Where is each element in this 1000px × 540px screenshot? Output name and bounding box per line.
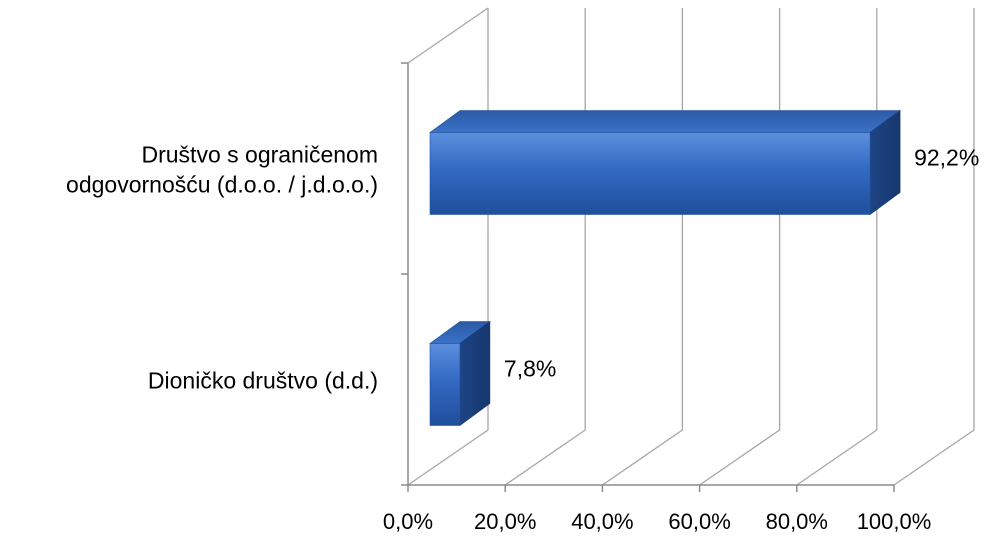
data-label: 92,2% <box>914 145 979 171</box>
data-label: 7,8% <box>504 356 556 382</box>
category-label: odgovornošću (d.o.o. / j.d.o.o.) <box>66 172 378 198</box>
bar <box>429 132 871 215</box>
category-label: Društvo s ograničenom <box>142 142 379 168</box>
floor-gridline <box>602 429 683 486</box>
category-label: Dioničko društvo (d.d.) <box>148 368 378 394</box>
x-tick-label: 0,0% <box>383 509 433 534</box>
floor-gridline <box>504 429 586 486</box>
axes <box>401 62 895 492</box>
x-tick-label: 60,0% <box>668 509 730 534</box>
grid-lines <box>407 7 975 486</box>
labels: 0,0% 20,0% 40,0% 60,0% 80,0% 100,0% 92,2% Društ… <box>66 142 979 535</box>
x-tick-label: 100,0% <box>857 509 932 534</box>
bars <box>429 109 902 427</box>
floor-gridline <box>699 429 780 486</box>
floor-gridline <box>796 429 878 486</box>
x-tick-label: 20,0% <box>474 509 536 534</box>
bar-top-face <box>429 110 902 133</box>
x-tick-label: 40,0% <box>571 509 633 534</box>
x-tick-label: 80,0% <box>766 509 828 534</box>
floor-gridline <box>407 429 489 486</box>
wall-edge <box>407 7 489 64</box>
floor-gridline <box>893 429 975 486</box>
bar <box>429 343 461 426</box>
